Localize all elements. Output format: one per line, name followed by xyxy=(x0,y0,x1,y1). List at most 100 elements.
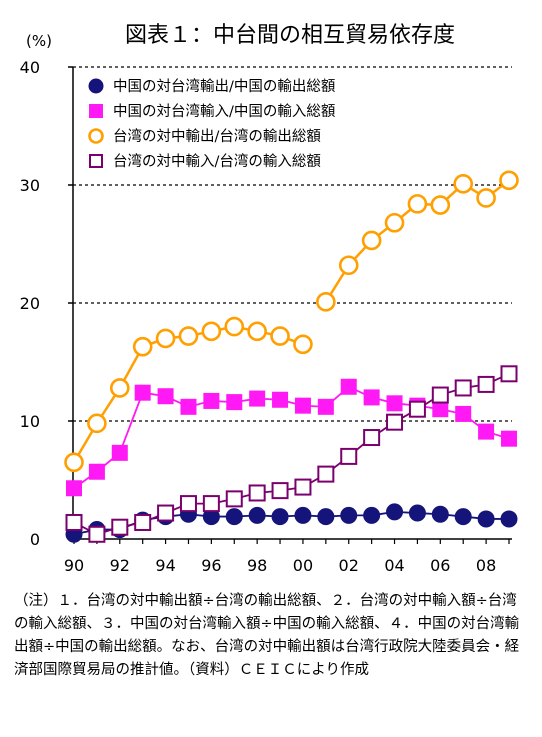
series-4-point-2009 xyxy=(500,365,518,383)
series-2-point-2002 xyxy=(340,378,357,395)
chart: 図表１：中台間の相互貿易依存度 (%) 0 10 20 30 40 90 92 94 96 98… xyxy=(20,23,519,575)
series-3-point-2005 xyxy=(407,194,428,214)
y-tick-label-40: 40 xyxy=(20,58,40,77)
series-4-point-2004 xyxy=(386,413,404,431)
series-2-point-2006 xyxy=(432,401,449,418)
series-3-point-2008 xyxy=(476,188,496,208)
chart-title: 図表１：中台間の相互貿易依存度 xyxy=(125,23,455,48)
legend-label-4: 台湾の対中輸入/台湾の輸入総額 xyxy=(113,153,321,170)
series-3-point-2004 xyxy=(384,212,405,233)
series-2-point-2009 xyxy=(501,430,517,447)
series-1-point-2009 xyxy=(500,510,518,528)
series-4-point-1990 xyxy=(65,513,83,531)
series-4-point-1995 xyxy=(179,495,197,513)
series-2-point-1990 xyxy=(66,480,82,497)
series-4-point-1997 xyxy=(225,490,243,508)
series-3-point-1990 xyxy=(64,452,84,473)
series-2 xyxy=(66,378,517,497)
legend-item-2: 中国の対台湾輸入/中国の輸入総額 xyxy=(89,103,335,120)
series-1-point-2007 xyxy=(454,508,472,526)
y-tick-label-10: 10 xyxy=(20,412,40,431)
series-2-point-2004 xyxy=(386,395,403,412)
series-4-point-2002 xyxy=(340,447,358,465)
series-2-point-1996 xyxy=(203,392,220,409)
series-2-point-2008 xyxy=(478,423,495,440)
series-4-point-1991 xyxy=(88,525,106,543)
series-2-point-2003 xyxy=(363,389,380,406)
series-4-point-1998 xyxy=(248,484,266,502)
x-tick-label-02: 02 xyxy=(339,556,359,575)
series-group xyxy=(64,170,519,543)
series-1-point-1998 xyxy=(248,506,266,524)
series-1-point-2006 xyxy=(431,505,449,523)
series-4-point-1993 xyxy=(134,513,152,531)
legend-item-3: 台湾の対中輸出/台湾の輸出総額 xyxy=(88,128,321,145)
series-1-point-1999 xyxy=(271,508,289,526)
series-2-point-1999 xyxy=(272,391,289,408)
series-4-point-2007 xyxy=(454,379,472,397)
series-1-point-2008 xyxy=(477,510,495,528)
footnote: （注）１．台湾の対中輸出額÷台湾の輸出総額、２．台湾の対中輸入額÷台湾の輸入総額… xyxy=(14,593,520,678)
series-3-point-1996 xyxy=(201,321,222,342)
x-tick-label-94: 94 xyxy=(155,556,175,575)
series-2-point-1993 xyxy=(134,384,151,401)
legend-label-3: 台湾の対中輸出/台湾の輸出総額 xyxy=(113,128,321,145)
series-3-point-1995 xyxy=(178,326,199,346)
y-tick-label-30: 30 xyxy=(20,176,40,195)
series-3-point-2006 xyxy=(430,195,451,215)
series-2-point-1995 xyxy=(180,398,197,415)
series-4 xyxy=(65,365,518,543)
legend-marker-2 xyxy=(89,104,103,118)
series-4-point-2003 xyxy=(363,429,381,447)
series-1-point-2000 xyxy=(294,506,312,524)
series-3-point-2000 xyxy=(293,334,313,355)
series-4-point-2000 xyxy=(294,478,312,496)
series-3-point-1999 xyxy=(270,326,290,346)
series-1-point-1997 xyxy=(225,508,243,526)
series-2-point-1992 xyxy=(111,444,128,461)
legend: 中国の対台湾輸出/中国の輸出総額中国の対台湾輸入/中国の輸入総額台湾の対中輸出/… xyxy=(88,78,335,170)
series-4-point-1996 xyxy=(202,495,220,513)
series-2-point-2007 xyxy=(455,405,472,422)
series-2-point-1998 xyxy=(249,390,266,407)
legend-marker-1 xyxy=(88,78,104,94)
x-tick-label-00: 00 xyxy=(293,556,313,575)
series-1-point-2004 xyxy=(386,503,404,521)
y-tick-label-20: 20 xyxy=(20,294,40,313)
series-4-point-2008 xyxy=(477,375,495,393)
series-2-point-1991 xyxy=(88,463,105,480)
legend-label-2: 中国の対台湾輸入/中国の輸入総額 xyxy=(113,103,335,120)
legend-item-1: 中国の対台湾輸出/中国の輸出総額 xyxy=(88,78,335,95)
x-tick-labels: 90 92 94 96 98 00 02 04 06 08 xyxy=(64,556,496,575)
series-3-point-2003 xyxy=(361,230,382,251)
series-3-point-1998 xyxy=(247,321,267,342)
series-3-point-1997 xyxy=(224,316,245,337)
series-3-point-1991 xyxy=(87,413,107,434)
y-tick-labels: 0 10 20 30 40 xyxy=(20,58,40,549)
series-4-point-1999 xyxy=(271,482,289,500)
legend-marker-4 xyxy=(89,154,103,168)
series-2-point-1994 xyxy=(157,388,174,405)
series-4-point-1994 xyxy=(157,504,175,522)
x-tick-label-98: 98 xyxy=(247,556,267,575)
x-tick-label-96: 96 xyxy=(201,556,221,575)
series-4-point-2006 xyxy=(431,386,449,404)
series-3-point-1994 xyxy=(155,328,176,349)
series-1-point-2005 xyxy=(408,504,426,522)
series-1-point-2002 xyxy=(340,506,358,524)
series-3-line-1 xyxy=(72,325,304,463)
series-3-point-2001 xyxy=(316,292,336,312)
series-4-point-1992 xyxy=(111,518,129,536)
x-tick-label-04: 04 xyxy=(384,556,404,575)
series-1-point-2001 xyxy=(317,508,335,526)
series-3-point-2007 xyxy=(453,174,474,194)
series-3-point-1993 xyxy=(132,336,153,357)
series-4-point-2005 xyxy=(408,400,426,418)
x-tick-label-90: 90 xyxy=(64,556,84,575)
x-tick-label-92: 92 xyxy=(110,556,130,575)
series-2-point-1997 xyxy=(226,394,243,411)
y-axis-unit-label: (%) xyxy=(26,32,52,50)
y-tick-label-0: 0 xyxy=(30,530,40,549)
series-2-point-2001 xyxy=(317,398,334,415)
series-4-point-2001 xyxy=(317,465,335,483)
